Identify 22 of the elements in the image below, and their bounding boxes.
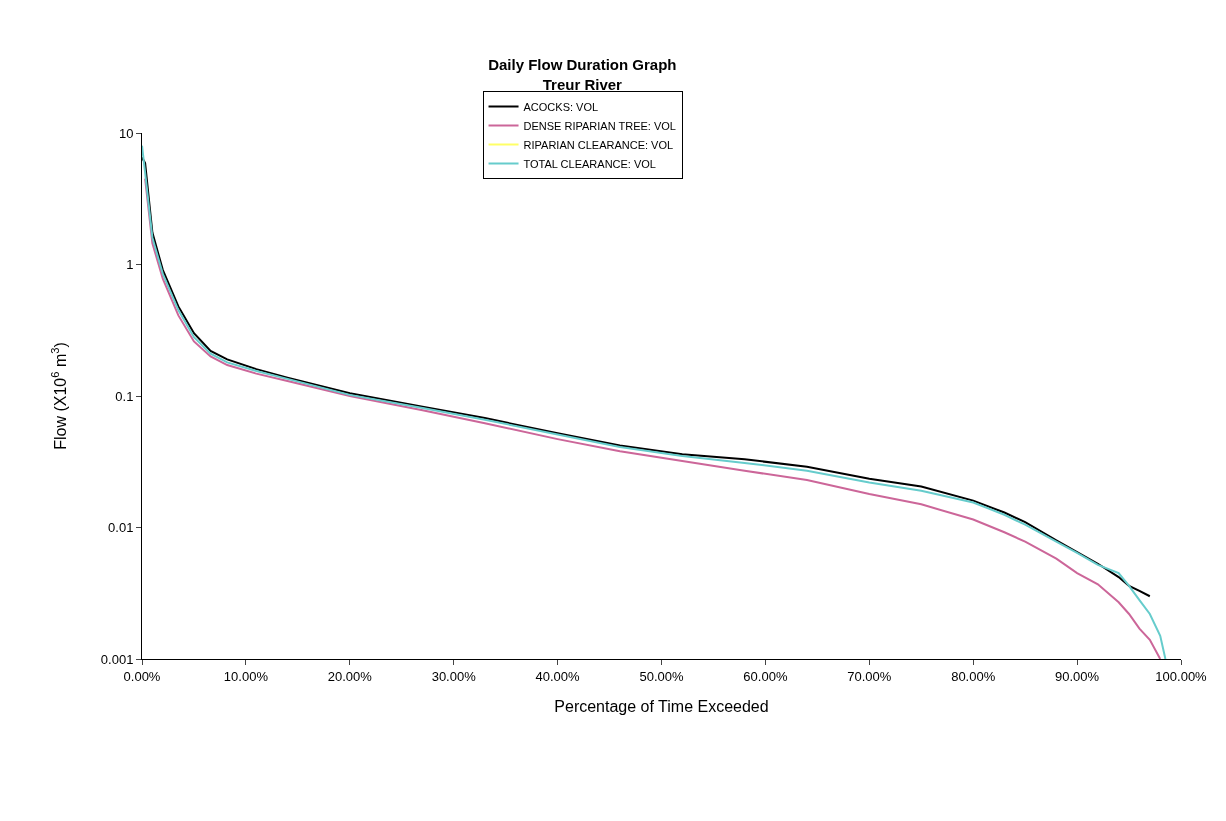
x-tick-label: 20.00% [327,668,373,684]
y-tick-label: 10 [118,125,134,141]
x-tick-label: 10.00% [223,668,269,684]
x-tick-label: 80.00% [951,668,996,684]
y-tick-label: 0.1 [115,388,134,404]
legend-label: TOTAL CLEARANCE: VOL [523,157,656,170]
x-tick-label: 40.00% [535,668,581,684]
x-tick-label: 50.00% [639,668,684,684]
legend-label: RIPARIAN CLEARANCE: VOL [523,138,674,151]
legend-label: ACOCKS: VOL [523,100,599,113]
x-tick-label: 60.00% [743,668,788,684]
x-tick-label: 100.00% [1155,668,1208,684]
legend-label: DENSE RIPARIAN TREE: VOL [523,119,676,132]
x-axis-title: Percentage of Time Exceeded [554,698,769,716]
x-tick-label: 0.00% [123,668,161,684]
x-tick-label: 90.00% [1055,668,1100,684]
y-tick-label: 0.01 [108,520,134,536]
chart-title: Daily Flow Duration Graph Treur River [488,56,677,93]
x-tick-label: 70.00% [847,668,892,684]
y-tick-label: 1 [126,257,134,273]
y-tick-label: 0.001 [100,651,134,667]
x-tick-label: 30.00% [431,668,477,684]
